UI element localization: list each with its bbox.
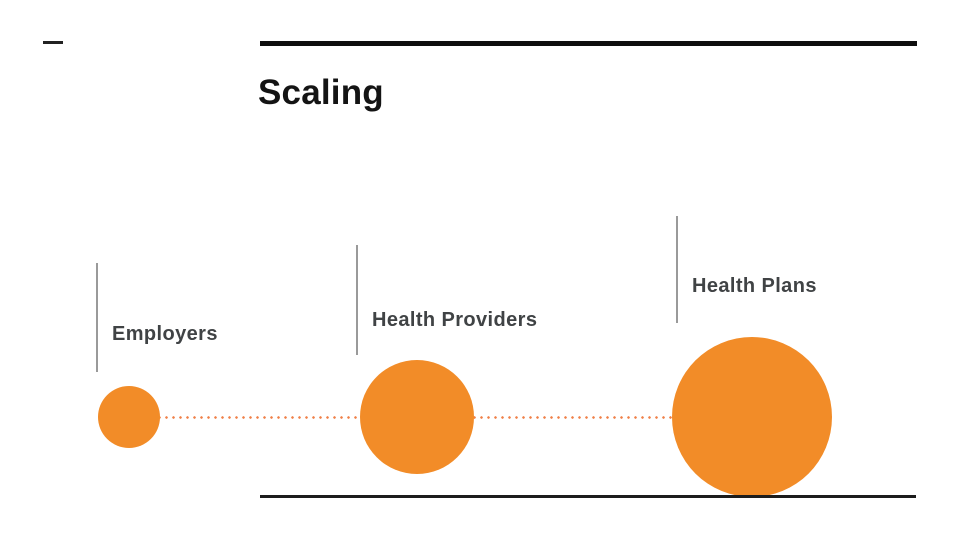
tick-line-employers [96,263,98,372]
label-employers: Employers [112,323,218,345]
label-health-plans: Health Plans [692,275,817,297]
title-divider-bar [260,41,917,46]
tick-line-health-providers [356,245,358,355]
tick-line-health-plans [676,216,678,323]
slide-title: Scaling [258,73,384,112]
label-health-providers: Health Providers [372,309,538,331]
bottom-rule-line [260,495,916,498]
employers-circle [98,386,160,448]
health-providers-circle [360,360,474,474]
top-left-dash [43,41,63,44]
health-plans-circle [672,337,832,497]
